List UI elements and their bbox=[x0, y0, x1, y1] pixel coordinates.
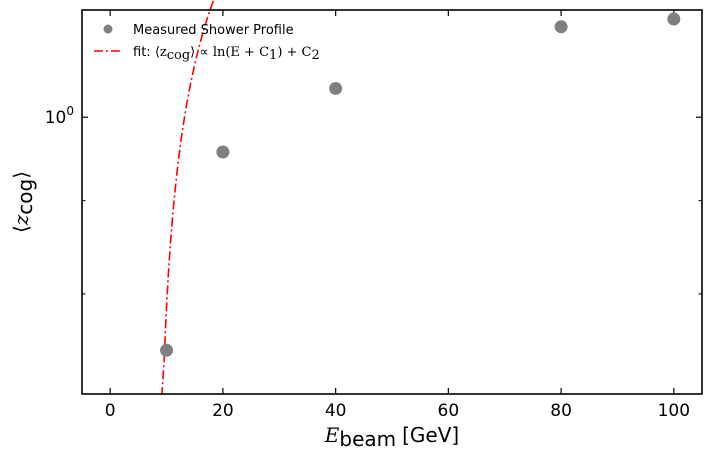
tick-marks bbox=[82, 10, 702, 394]
legend-marker-measured bbox=[103, 24, 113, 34]
legend: Measured Shower Profile fit: ⟨zcog⟩ ∝ ln… bbox=[94, 23, 320, 63]
data-point bbox=[160, 343, 174, 357]
x-tick-label: 40 bbox=[325, 401, 347, 421]
data-point bbox=[667, 12, 681, 26]
plot-frame bbox=[81, 9, 703, 395]
x-tick-label: 20 bbox=[212, 401, 234, 421]
y-axis-label: ⟨zcog⟩ bbox=[9, 171, 37, 233]
data-point bbox=[554, 20, 568, 34]
x-tick-label: 0 bbox=[105, 401, 116, 421]
x-axis-label: Ebeam [GeV] bbox=[324, 423, 459, 451]
y-tick-label: 100 bbox=[45, 104, 74, 128]
data-point bbox=[329, 81, 343, 95]
legend-label-fit: fit: ⟨zcog⟩ ∝ ln(E + C1) + C2 bbox=[133, 45, 320, 63]
x-tick-label: 100 bbox=[658, 401, 690, 421]
tick-labels: 0 20 40 60 80 100 100 bbox=[45, 104, 690, 421]
x-tick-label: 60 bbox=[438, 401, 460, 421]
data-points bbox=[160, 12, 681, 357]
x-tick-label: 80 bbox=[550, 401, 572, 421]
data-point bbox=[216, 145, 230, 159]
svg-text:⟨zcog⟩: ⟨zcog⟩ bbox=[9, 171, 37, 233]
legend-label-measured: Measured Shower Profile bbox=[133, 23, 294, 38]
